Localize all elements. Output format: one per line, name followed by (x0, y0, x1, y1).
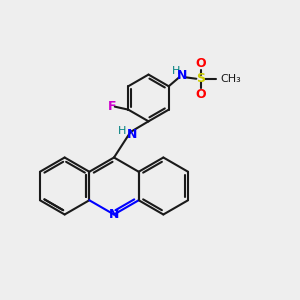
Text: F: F (107, 100, 116, 113)
Text: N: N (109, 208, 119, 221)
Text: CH₃: CH₃ (220, 74, 241, 84)
Text: O: O (196, 88, 206, 101)
Text: O: O (196, 57, 206, 70)
Text: N: N (127, 128, 137, 142)
Text: H: H (118, 125, 126, 136)
Text: N: N (176, 69, 187, 82)
Text: H: H (172, 66, 180, 76)
Text: S: S (196, 72, 205, 85)
